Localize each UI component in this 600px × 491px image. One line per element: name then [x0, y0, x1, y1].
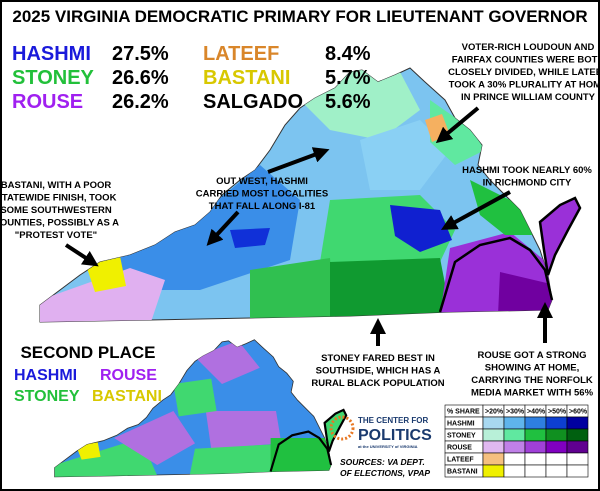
- legend-swatch: [524, 440, 547, 454]
- legend-swatch: [545, 440, 568, 454]
- annotation-line: THAT FALL ALONG I-81: [209, 201, 316, 212]
- second-place-legend: HASHMI ROUSE STONEY BASTANI: [14, 367, 162, 405]
- annotation-line: FAIRFAX COUNTIES WERE BOTH: [452, 55, 600, 66]
- legend-row: HASHMI: [447, 421, 475, 428]
- second-place-name: HASHMI: [14, 367, 77, 384]
- annotation-line: SOME SOUTHWESTERN: [0, 205, 112, 216]
- legend-swatch: [503, 440, 526, 454]
- legend-swatch: [545, 428, 568, 442]
- arrows: [64, 106, 553, 346]
- candidate-share: 5.7%: [325, 67, 371, 89]
- candidate-share: 5.6%: [325, 91, 371, 113]
- legend-column: >50%: [548, 409, 567, 416]
- legend-swatch: [566, 428, 589, 442]
- legend-swatch: [482, 428, 505, 442]
- legend-row: ROUSE: [447, 445, 472, 452]
- logo-subtext: at the UNIVERSITY of VIRGINIA: [358, 444, 418, 449]
- annotation-line: CARRYING THE NORFOLK: [471, 375, 593, 386]
- legend-row: BASTANI: [447, 469, 478, 476]
- annotation-line: SHOWING AT HOME,: [485, 363, 579, 374]
- candidate-name: ROUSE: [12, 91, 83, 113]
- candidate-share: 26.2%: [112, 91, 169, 113]
- legend-swatch: [566, 464, 589, 478]
- legend-swatch: [524, 464, 547, 478]
- legend-swatch: [503, 428, 526, 442]
- legend-swatch: [503, 416, 526, 430]
- logo: THE CENTER FOR POLITICS at the UNIVERSIT…: [329, 415, 432, 449]
- annotation-line: COUNTIES, POSSIBLY AS A: [0, 218, 119, 229]
- annotation-line: ROUSE GOT A STRONG: [477, 350, 586, 361]
- legend-column: >40%: [527, 409, 546, 416]
- candidate-name: LATEEF: [203, 43, 279, 65]
- annotation-line: RURAL BLACK POPULATION: [311, 378, 444, 389]
- legend-swatch: [524, 452, 547, 466]
- annotation-line: VOTER-RICH LOUDOUN AND: [462, 42, 595, 53]
- legend-swatch: [503, 464, 526, 478]
- main-map: [39, 67, 582, 323]
- annotations: VOTER-RICH LOUDOUN AND FAIRFAX COUNTIES W…: [0, 42, 600, 399]
- legend-swatch: [482, 452, 505, 466]
- legend-swatch: [524, 428, 547, 442]
- legend-row: STONEY: [447, 433, 476, 440]
- legend-swatch: [566, 416, 589, 430]
- legend-swatch: [566, 452, 589, 466]
- annotation-line: CLOSELY DIVIDED, WHILE LATEEF: [448, 67, 600, 78]
- legend-swatch: [566, 440, 589, 454]
- annotation-line: "PROTEST VOTE": [15, 230, 97, 241]
- sources: OF ELECTIONS, VPAP: [340, 468, 430, 478]
- annotation-line: STATEWIDE FINISH, TOOK: [0, 193, 117, 204]
- legend-column: >30%: [506, 409, 525, 416]
- legend-column: >60%: [569, 409, 588, 416]
- title: 2025 VIRGINIA DEMOCRATIC PRIMARY FOR LIE…: [12, 7, 587, 26]
- candidate-name: HASHMI: [12, 43, 91, 65]
- second-place-name: BASTANI: [92, 388, 162, 405]
- candidate-share: 27.5%: [112, 43, 169, 65]
- annotation-line: CARRIED MOST LOCALITIES: [196, 189, 328, 200]
- legend-header: % SHARE: [447, 409, 480, 416]
- logo-text: THE CENTER FOR: [358, 416, 428, 425]
- annotation-line: OUT WEST, HASHMI: [216, 176, 308, 187]
- second-place-name: ROUSE: [100, 367, 157, 384]
- legend-swatch: [503, 452, 526, 466]
- annotation-line: SOUTHSIDE, WHICH HAS A: [316, 366, 441, 377]
- annotation-line: HASHMI TOOK NEARLY 60%: [462, 165, 592, 176]
- annotation-line: TOOK A 30% PLURALITY AT HOME: [449, 80, 600, 91]
- legend-swatch: [524, 416, 547, 430]
- legend-swatch: [482, 416, 505, 430]
- legend-swatch: [545, 416, 568, 430]
- second-place-map: [54, 339, 348, 478]
- legend-row: LATEEF: [447, 457, 474, 464]
- candidate-share: 8.4%: [325, 43, 371, 65]
- candidate-name: BASTANI: [203, 67, 290, 89]
- results: HASHMI 27.5% STONEY 26.6% ROUSE 26.2% LA…: [12, 43, 371, 113]
- legend-swatch: [545, 464, 568, 478]
- legend-swatch: [482, 464, 505, 478]
- annotation-line: IN PRINCE WILLIAM COUNTY: [461, 92, 596, 103]
- candidate-name: STONEY: [12, 67, 95, 89]
- second-place-name: STONEY: [14, 388, 80, 405]
- legend-column: >20%: [485, 409, 504, 416]
- annotation-line: IN RICHMOND CITY: [483, 178, 572, 189]
- annotation-line: BASTANI, WITH A POOR: [1, 180, 112, 191]
- legend-swatch: [545, 452, 568, 466]
- legend-table: % SHARE >20% >30% >40% >50% >60% HASHMI STONEY R…: [444, 404, 589, 478]
- sources: SOURCES: VA DEPT.: [340, 457, 425, 467]
- second-place-title: SECOND PLACE: [20, 343, 155, 362]
- annotation-line: MEDIA MARKET WITH 56%: [471, 388, 594, 399]
- candidate-name: SALGADO: [203, 91, 303, 113]
- legend-swatch: [482, 440, 505, 454]
- candidate-share: 26.6%: [112, 67, 169, 89]
- annotation-line: STONEY FARED BEST IN: [321, 353, 435, 364]
- logo-text: POLITICS: [358, 427, 432, 444]
